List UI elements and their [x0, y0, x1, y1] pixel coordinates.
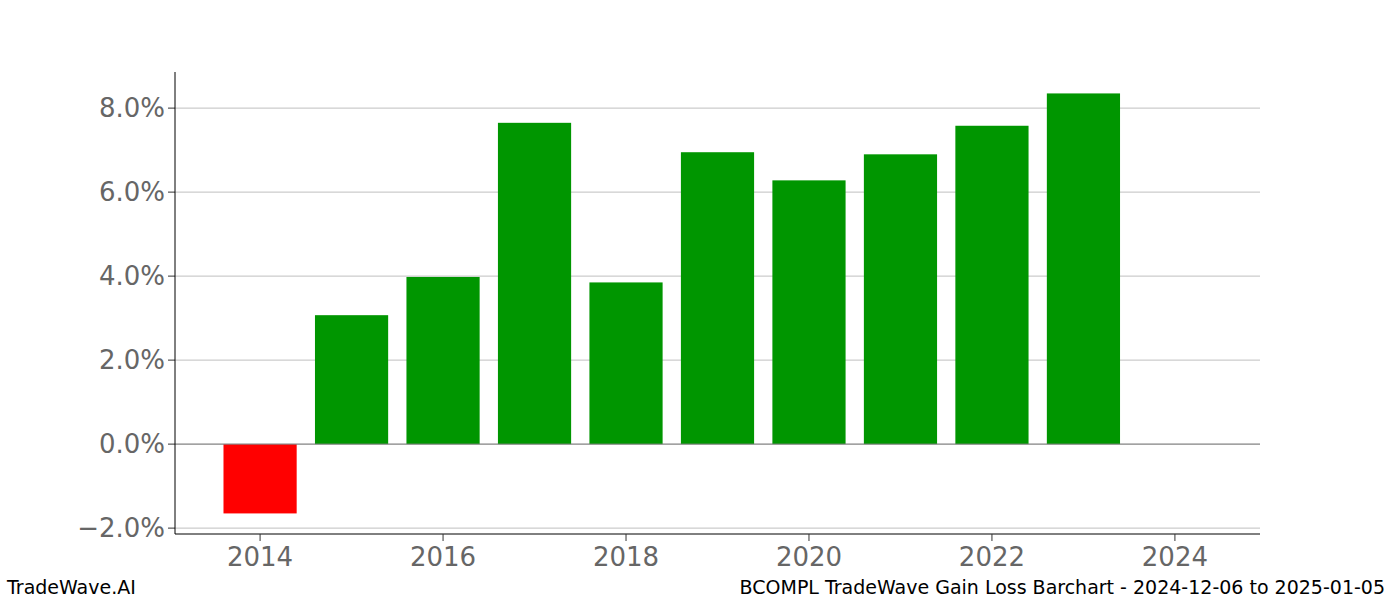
bar	[406, 277, 479, 444]
grid-line	[175, 444, 1260, 445]
chart-svg: −2.0% 0.0% 2.0% 4.0% 6.0% 8.0% 2014 2016 2018 202…	[0, 0, 1400, 600]
x-tick-label: 2016	[410, 542, 476, 572]
footer-right: BCOMPL TradeWave Gain Loss Barchart - 20…	[740, 576, 1385, 598]
bar	[315, 315, 388, 444]
bar	[772, 180, 845, 444]
x-axis-line	[175, 534, 1260, 535]
y-tick-label: −2.0%	[77, 513, 165, 543]
y-tick	[168, 192, 175, 193]
y-tick	[168, 108, 175, 109]
y-tick-label: 2.0%	[99, 345, 165, 375]
x-tick-label: 2018	[593, 542, 659, 572]
x-tick-label: 2022	[959, 542, 1025, 572]
x-tick-label: 2020	[776, 542, 842, 572]
x-tick	[1174, 534, 1175, 541]
chart-container: −2.0% 0.0% 2.0% 4.0% 6.0% 8.0% 2014 2016 2018 202…	[0, 0, 1400, 600]
bar	[589, 282, 662, 444]
bars	[223, 93, 1120, 513]
y-tick	[168, 360, 175, 361]
x-tick-label: 2024	[1142, 542, 1208, 572]
x-tick	[260, 534, 261, 541]
y-tick-label: 6.0%	[99, 177, 165, 207]
y-tick-label: 4.0%	[99, 261, 165, 291]
bar	[955, 126, 1028, 444]
bar	[864, 154, 937, 444]
y-tick-label: 8.0%	[99, 93, 165, 123]
footer-left: TradeWave.AI	[6, 576, 136, 598]
bar	[681, 152, 754, 444]
x-tick	[443, 534, 444, 541]
y-tick-label: 0.0%	[99, 429, 165, 459]
y-tick	[168, 444, 175, 445]
grid-line	[175, 528, 1260, 529]
x-tick	[808, 534, 809, 541]
x-tick	[626, 534, 627, 541]
bar	[1047, 93, 1120, 444]
x-tick	[991, 534, 992, 541]
x-tick-label: 2014	[227, 542, 293, 572]
y-tick	[168, 276, 175, 277]
bar	[223, 444, 296, 513]
y-axis-line	[175, 72, 176, 534]
y-tick	[168, 528, 175, 529]
bar	[498, 123, 571, 444]
zero-line	[175, 444, 1260, 445]
